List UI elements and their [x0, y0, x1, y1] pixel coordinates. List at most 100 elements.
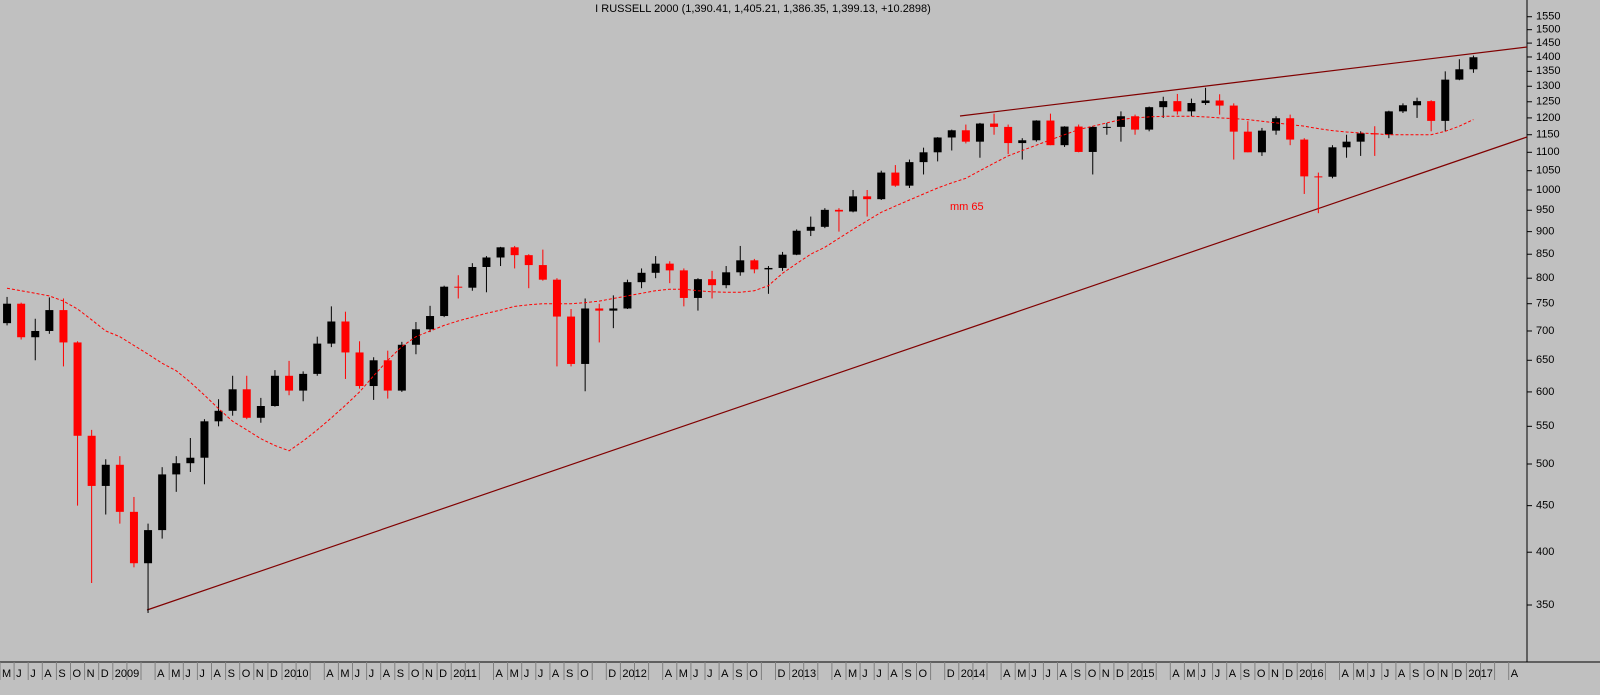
candle-body: [609, 308, 618, 311]
candle-body: [1469, 57, 1478, 70]
candle-body: [1398, 105, 1407, 112]
candle-body: [496, 247, 505, 258]
candle-body: [355, 352, 364, 387]
candle-body: [1032, 120, 1041, 141]
candle-body: [186, 457, 195, 464]
y-tick-label: 700: [1536, 325, 1554, 337]
x-tick-label: J: [876, 668, 882, 680]
candle-body: [426, 316, 435, 330]
x-tick-label: O: [1257, 668, 1266, 680]
y-tick-label: 1350: [1536, 65, 1560, 77]
candle-body: [1116, 116, 1125, 127]
candle-body: [1286, 118, 1295, 140]
x-tick-label: A: [1003, 668, 1011, 680]
y-tick-label: 1100: [1536, 146, 1560, 158]
x-tick-label: M: [510, 668, 519, 680]
candle-body: [581, 308, 590, 364]
candle-body: [764, 267, 773, 270]
candle-body: [651, 263, 660, 273]
candle-body: [919, 152, 928, 163]
x-tick-label: M: [340, 668, 349, 680]
candle-body: [144, 530, 153, 564]
candle-body: [17, 303, 26, 338]
candle-body: [933, 137, 942, 153]
x-tick-label: J: [524, 668, 530, 680]
x-tick-label: J: [1215, 668, 1221, 680]
x-tick-label: J: [693, 668, 699, 680]
candle-body: [1060, 126, 1069, 146]
candle-body: [1370, 133, 1379, 135]
candle-body: [1427, 101, 1436, 121]
x-tick-label: J: [185, 668, 191, 680]
candle-body: [454, 286, 463, 288]
candle-body: [961, 130, 970, 142]
x-tick-label: S: [735, 668, 742, 680]
candle-body: [369, 360, 378, 387]
y-tick-label: 1300: [1536, 80, 1560, 92]
y-tick-label: 1000: [1536, 184, 1560, 196]
candle-body: [1328, 147, 1337, 177]
candle-body: [1243, 131, 1252, 153]
candle-body: [270, 375, 279, 407]
candle-body: [834, 209, 843, 212]
x-tick-label: J: [1031, 668, 1037, 680]
x-tick-label: A: [665, 668, 673, 680]
candle-body: [440, 286, 449, 317]
x-tick-label: A: [1342, 668, 1350, 680]
candle-body: [510, 247, 519, 256]
x-tick-label: A: [157, 668, 165, 680]
x-tick-label: A: [383, 668, 391, 680]
candle-body: [849, 196, 858, 212]
candle-body: [750, 260, 759, 270]
candle-body: [285, 375, 294, 391]
y-tick-label: 1200: [1536, 112, 1560, 124]
x-tick-label: M: [171, 668, 180, 680]
candle-body: [863, 196, 872, 200]
y-tick-label: 350: [1536, 599, 1554, 611]
x-tick-label: D: [1285, 668, 1293, 680]
x-tick-label: N: [1440, 668, 1448, 680]
candle-body: [806, 226, 815, 231]
candle-body: [722, 272, 731, 286]
candle-body: [1441, 79, 1450, 121]
support-trendline: [146, 136, 1528, 611]
candle-body: [1131, 116, 1140, 130]
y-tick-label: 1550: [1536, 11, 1560, 23]
ma-label: mm 65: [950, 201, 984, 213]
x-tick-label: J: [30, 668, 36, 680]
x-tick-label: M: [848, 668, 857, 680]
candle-body: [1257, 130, 1266, 153]
candle-body: [256, 406, 265, 418]
x-tick-label: J: [199, 668, 205, 680]
candle-body: [31, 330, 40, 338]
x-tick-label: J: [538, 668, 544, 680]
x-tick-label: A: [1172, 668, 1180, 680]
x-tick-label: J: [16, 668, 22, 680]
candle-body: [341, 321, 350, 353]
candle-body: [45, 310, 54, 331]
candle-body: [468, 266, 477, 288]
candle-body: [313, 343, 322, 374]
candle-body: [947, 130, 956, 138]
candle-body: [1413, 101, 1422, 106]
candle-body: [975, 123, 984, 142]
candle-body: [820, 209, 829, 227]
x-tick-label: S: [566, 668, 573, 680]
y-tick-label: 950: [1536, 204, 1554, 216]
x-tick-label: A: [834, 668, 842, 680]
x-tick-label: O: [919, 668, 928, 680]
x-tick-label: D: [608, 668, 616, 680]
x-tick-label: S: [1412, 668, 1419, 680]
candle-body: [637, 272, 646, 283]
candle-body: [623, 282, 632, 309]
candle-body: [595, 308, 604, 311]
candle-body: [59, 310, 68, 343]
x-tick-label: J: [369, 668, 375, 680]
y-tick-label: 1500: [1536, 24, 1560, 36]
x-tick-label: O: [580, 668, 589, 680]
candle-body: [158, 474, 167, 531]
x-tick-label: D: [947, 668, 955, 680]
x-tick-label: A: [552, 668, 560, 680]
